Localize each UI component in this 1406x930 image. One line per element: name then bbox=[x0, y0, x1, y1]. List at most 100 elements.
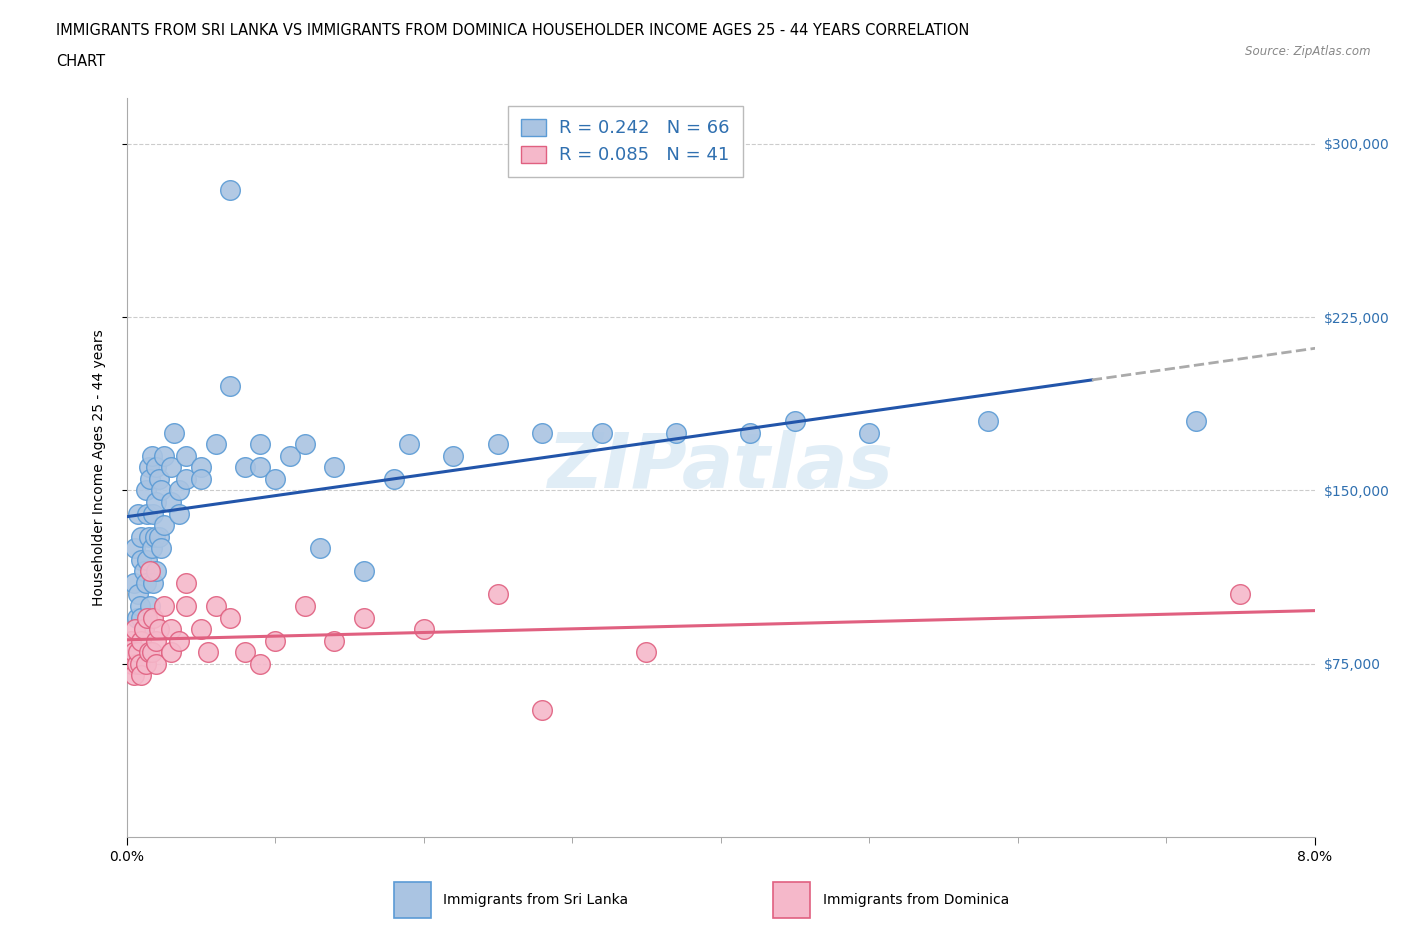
Text: IMMIGRANTS FROM SRI LANKA VS IMMIGRANTS FROM DOMINICA HOUSEHOLDER INCOME AGES 25: IMMIGRANTS FROM SRI LANKA VS IMMIGRANTS … bbox=[56, 23, 970, 38]
Point bbox=[353, 610, 375, 625]
Point bbox=[190, 472, 212, 486]
Point bbox=[167, 506, 190, 521]
Point bbox=[665, 425, 688, 440]
Point bbox=[139, 564, 162, 578]
Point bbox=[148, 621, 170, 636]
Point bbox=[249, 657, 271, 671]
Point bbox=[190, 621, 212, 636]
Point bbox=[160, 644, 183, 659]
Point bbox=[204, 599, 226, 614]
Point bbox=[134, 564, 156, 578]
Point bbox=[125, 610, 148, 625]
Point bbox=[141, 644, 163, 659]
Point bbox=[122, 668, 145, 683]
Point bbox=[122, 644, 145, 659]
Point bbox=[219, 379, 242, 394]
Point bbox=[135, 483, 157, 498]
Point bbox=[131, 610, 153, 625]
Point bbox=[323, 633, 346, 648]
Point bbox=[636, 644, 658, 659]
Point bbox=[145, 633, 167, 648]
Point bbox=[219, 182, 242, 197]
Point bbox=[131, 633, 153, 648]
Point bbox=[139, 472, 162, 486]
Point bbox=[1229, 587, 1251, 602]
Point bbox=[1184, 414, 1206, 429]
Point bbox=[143, 529, 166, 544]
Point bbox=[127, 644, 149, 659]
Point bbox=[278, 448, 301, 463]
Point bbox=[197, 644, 219, 659]
Point bbox=[142, 610, 165, 625]
Point bbox=[531, 702, 554, 717]
Point bbox=[858, 425, 880, 440]
Point bbox=[127, 506, 149, 521]
Point bbox=[135, 657, 157, 671]
Point bbox=[294, 599, 316, 614]
Point bbox=[152, 448, 174, 463]
Point bbox=[441, 448, 464, 463]
Point bbox=[382, 472, 405, 486]
Point bbox=[740, 425, 762, 440]
Point bbox=[486, 437, 509, 452]
Point bbox=[148, 529, 170, 544]
Point bbox=[591, 425, 613, 440]
Point bbox=[145, 460, 167, 474]
Point bbox=[124, 621, 146, 636]
Point bbox=[398, 437, 420, 452]
Point bbox=[190, 460, 212, 474]
Point bbox=[145, 564, 167, 578]
Point bbox=[264, 633, 287, 648]
Point bbox=[174, 448, 197, 463]
Point bbox=[167, 483, 190, 498]
Point bbox=[249, 437, 271, 452]
Point bbox=[783, 414, 806, 429]
Point bbox=[131, 529, 153, 544]
Point bbox=[138, 644, 160, 659]
Point bbox=[233, 460, 256, 474]
Point bbox=[138, 529, 160, 544]
Point bbox=[219, 610, 242, 625]
FancyBboxPatch shape bbox=[773, 882, 810, 918]
Point bbox=[149, 483, 172, 498]
Point bbox=[121, 657, 143, 671]
Point bbox=[249, 460, 271, 474]
Point bbox=[135, 576, 157, 591]
Point bbox=[129, 599, 152, 614]
Point bbox=[141, 448, 163, 463]
Point bbox=[138, 460, 160, 474]
Point bbox=[204, 437, 226, 452]
Point bbox=[294, 437, 316, 452]
Point bbox=[120, 633, 142, 648]
Point bbox=[127, 587, 149, 602]
Point bbox=[139, 599, 162, 614]
Point bbox=[122, 576, 145, 591]
Point bbox=[142, 576, 165, 591]
Point bbox=[486, 587, 509, 602]
Point bbox=[160, 460, 183, 474]
Point bbox=[977, 414, 1000, 429]
Point bbox=[131, 552, 153, 567]
Point bbox=[353, 564, 375, 578]
Point bbox=[148, 472, 170, 486]
Point bbox=[264, 472, 287, 486]
Point bbox=[124, 540, 146, 555]
Point bbox=[308, 540, 330, 555]
Point bbox=[531, 425, 554, 440]
Point bbox=[323, 460, 346, 474]
Text: CHART: CHART bbox=[56, 54, 105, 69]
Point bbox=[152, 599, 174, 614]
Point bbox=[136, 506, 159, 521]
Point bbox=[134, 621, 156, 636]
FancyBboxPatch shape bbox=[394, 882, 430, 918]
Point bbox=[141, 540, 163, 555]
Text: Immigrants from Dominica: Immigrants from Dominica bbox=[823, 893, 1010, 907]
Point bbox=[163, 425, 186, 440]
Point bbox=[129, 657, 152, 671]
Point bbox=[167, 633, 190, 648]
Point bbox=[152, 518, 174, 533]
Point bbox=[174, 472, 197, 486]
Point bbox=[145, 657, 167, 671]
Point bbox=[174, 599, 197, 614]
Point bbox=[160, 621, 183, 636]
